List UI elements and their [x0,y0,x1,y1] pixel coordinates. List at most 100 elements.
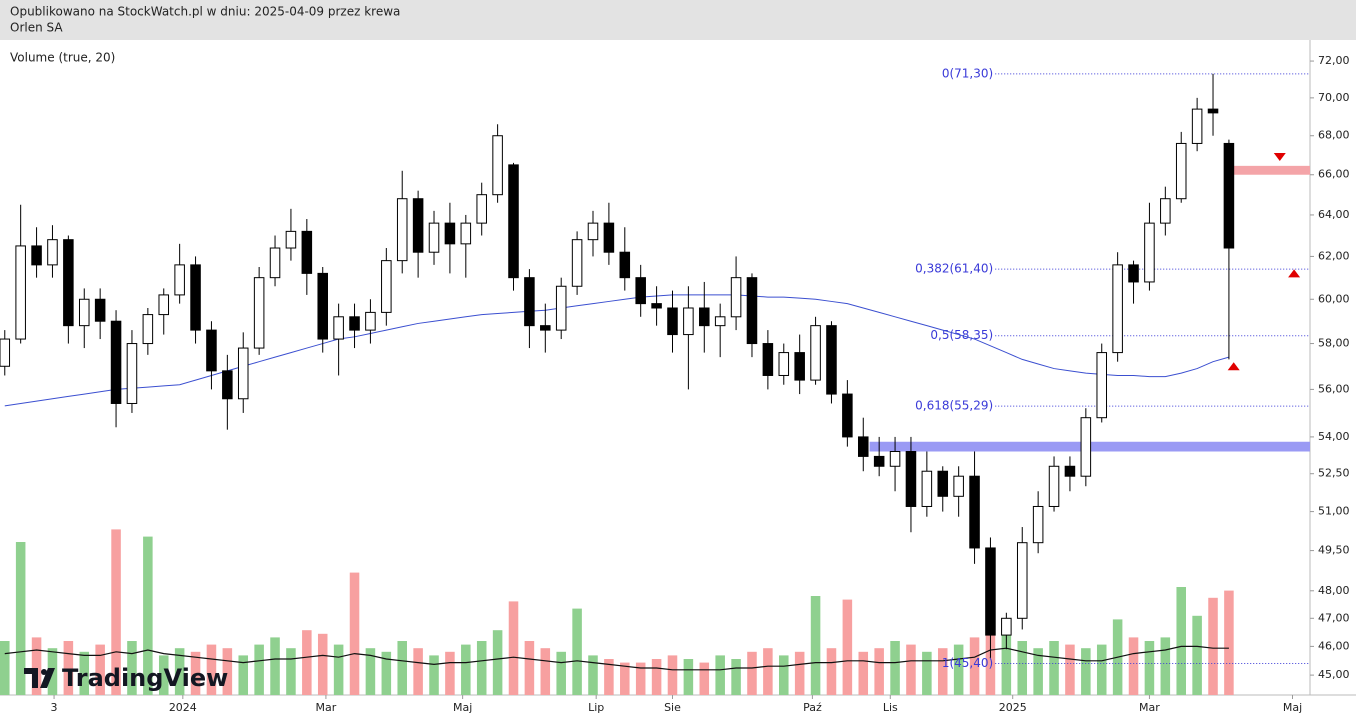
volume-bar [1160,637,1171,695]
signal-marker [1273,153,1286,162]
x-tick-label: Maj [1283,701,1302,714]
candle-body [1032,505,1044,544]
candle-body [492,135,503,196]
volume-ma-line [4,645,1229,671]
volume-bar [620,662,630,695]
candle-body [603,222,615,253]
volume-bar [604,659,614,695]
volume-bar [222,648,233,695]
candle-body [937,470,949,497]
candle-body [667,307,678,336]
candle-body [381,260,392,313]
volume-bar [906,644,916,695]
volume-bar [508,601,519,695]
volume-bar [238,655,249,695]
volume-bar [397,641,407,695]
signal-marker [1227,362,1240,371]
volume-bar [143,536,153,695]
candle-body [396,198,408,262]
volume-bar [969,637,980,695]
volume-bar [1176,587,1186,695]
candle-body [985,547,996,636]
volume-bar [445,651,455,695]
candle-body [873,455,885,467]
candle-body [746,277,758,345]
volume-bar [381,651,392,695]
volume-bar [572,608,582,695]
candle-body [730,277,742,318]
candle-body [126,343,138,404]
y-tick-label: 68,00 [1318,129,1350,142]
y-tick-label: 62,00 [1318,249,1350,262]
candle-body [412,198,424,253]
candle-body [1048,465,1060,507]
candle-body [524,277,535,327]
volume-bar [79,651,90,695]
volume-bar [747,651,757,695]
candle-body [762,343,774,376]
candle-body [15,245,26,340]
logo: TradingView [24,664,228,692]
volume-bar [333,644,344,695]
volume-bar [63,641,74,695]
zone [1224,165,1310,175]
candle-body [333,316,344,340]
candle-body [714,316,726,327]
volume-bar [1001,623,1012,695]
volume-bar [317,633,328,695]
volume-bar [540,648,551,695]
volume-bar [699,662,710,695]
volume-bar [349,572,360,695]
candle-body [206,329,217,372]
volume-bar [937,648,948,695]
volume-bar [1081,648,1091,695]
volume-bar [890,641,900,695]
logo-dot [41,669,47,675]
volume-bar [779,655,789,695]
volume-bar [715,655,725,695]
volume-bar [731,659,741,695]
candle-body [47,239,58,266]
header-subtitle: Orlen SA [10,21,63,35]
candle-body [317,272,328,340]
volume-bar [667,655,678,695]
volume-bar [254,644,264,695]
candle-body [1191,108,1203,144]
candle-body [587,222,599,241]
candle-body [285,230,297,249]
volume-bar [1033,648,1043,695]
candle-body [1207,108,1219,114]
candle-body [857,436,869,457]
y-tick-label: 64,00 [1318,208,1350,221]
volume-bar [95,644,105,695]
fib-label: 0,382(61,40) [915,262,993,276]
volume-bar [206,644,217,695]
candle-body [555,285,567,331]
candle-body [1160,198,1171,224]
volume-bar [651,659,662,695]
candle-body [31,245,42,266]
volume-bar [1049,641,1059,695]
candle-body [349,316,360,331]
candle-body [0,338,11,367]
volume-bar [1096,644,1107,695]
candle-body [78,298,90,327]
candle-body [699,307,710,327]
candle-body [619,251,631,279]
header-bg [0,0,1356,40]
y-tick-label: 58,00 [1318,337,1350,350]
candle-body [571,239,583,287]
y-tick-label: 45,00 [1318,668,1350,681]
volume-bar [953,644,964,695]
candle-body [635,277,646,305]
volume-bar [476,641,487,695]
y-tick-label: 48,00 [1318,584,1350,597]
candle-body [444,222,456,245]
x-tick-label: 2024 [169,701,197,714]
x-tick-label: Mar [1139,701,1160,714]
candle-body [1112,264,1123,354]
volume-bar [810,596,821,695]
y-tick-label: 56,00 [1318,382,1350,395]
logo-text: TradingView [62,664,228,692]
